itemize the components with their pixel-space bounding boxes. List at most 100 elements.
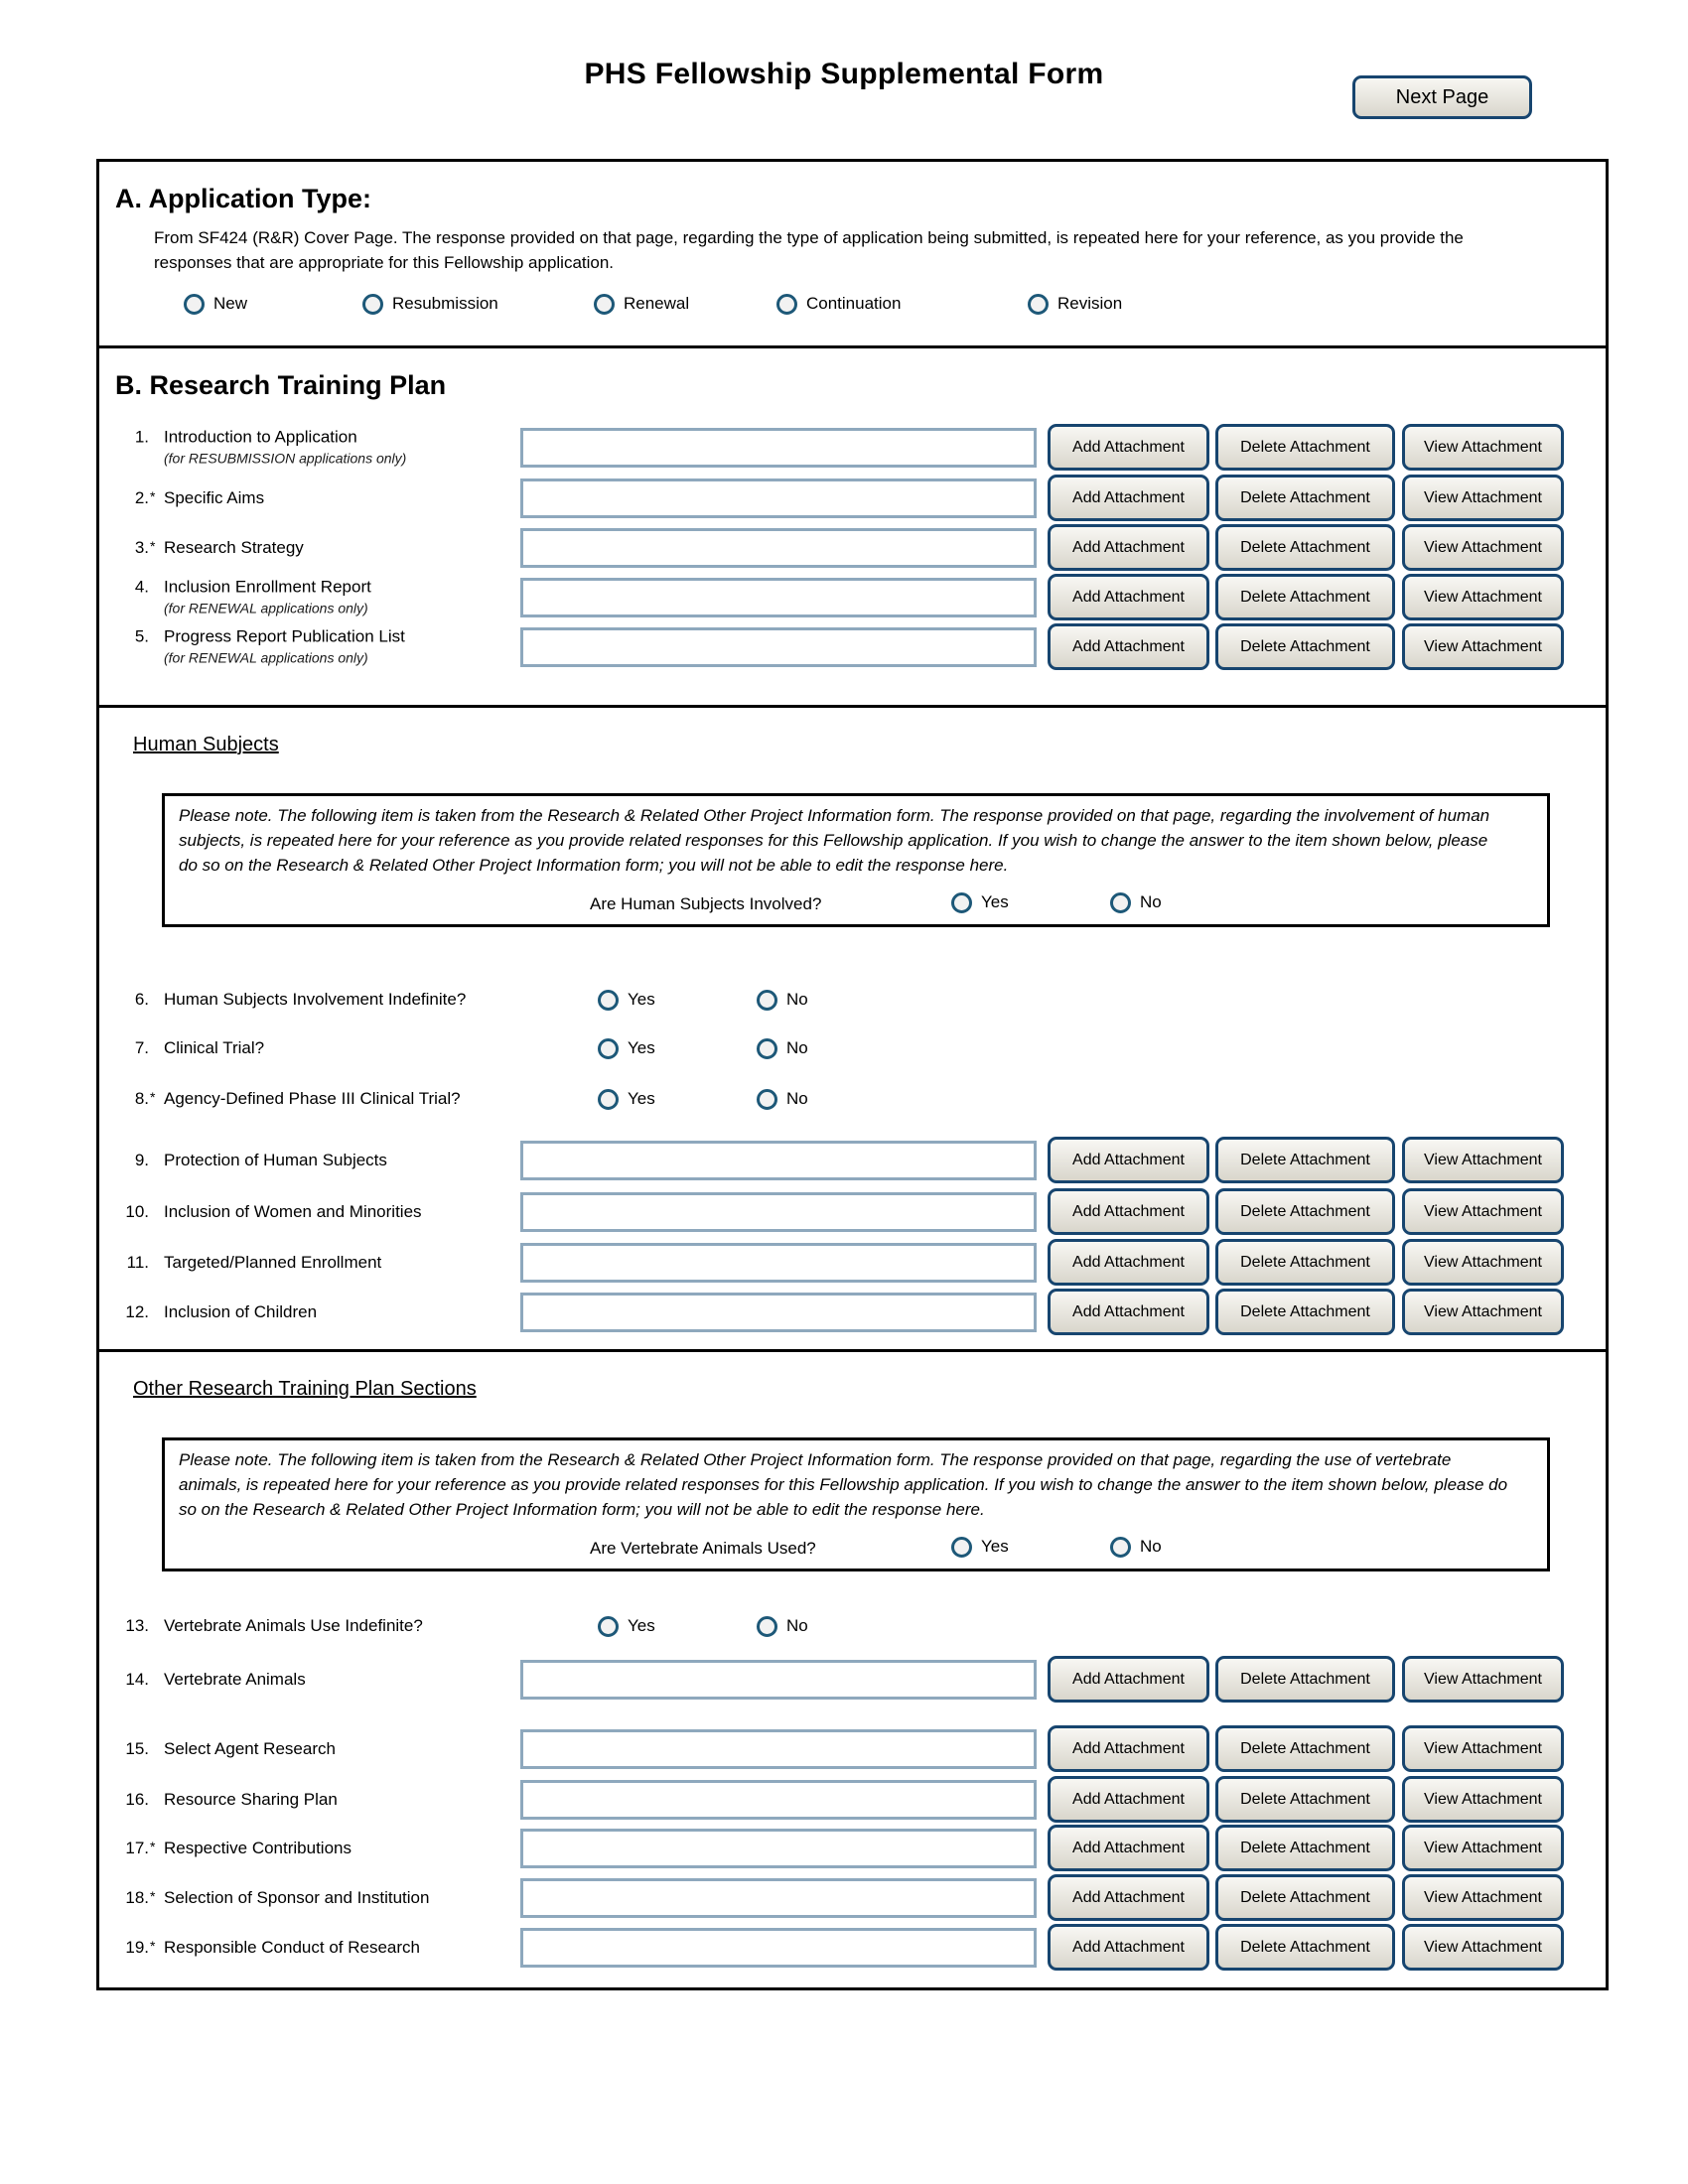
delete-attachment-button[interactable]: Delete Attachment	[1215, 424, 1395, 471]
view-attachment-button[interactable]: View Attachment	[1402, 1239, 1564, 1286]
add-attachment-button[interactable]: Add Attachment	[1048, 1776, 1209, 1823]
view-attachment-button[interactable]: View Attachment	[1402, 475, 1564, 521]
attachment-filename-input[interactable]	[520, 428, 1037, 468]
attachment-filename-input[interactable]	[520, 1829, 1037, 1868]
radio-yes[interactable]	[598, 1037, 619, 1059]
radio-no[interactable]	[757, 1088, 777, 1110]
item-label: Select Agent Research	[164, 1739, 336, 1758]
view-attachment-button[interactable]: View Attachment	[1402, 1656, 1564, 1703]
add-attachment-button[interactable]: Add Attachment	[1048, 1725, 1209, 1772]
view-attachment-button[interactable]: View Attachment	[1402, 424, 1564, 471]
attachment-filename-input[interactable]	[520, 1878, 1037, 1918]
attachment-filename-input[interactable]	[520, 1141, 1037, 1180]
radio-no[interactable]	[1110, 1536, 1131, 1558]
view-attachment-button[interactable]: View Attachment	[1402, 1924, 1564, 1971]
attachment-filename-input[interactable]	[520, 1928, 1037, 1968]
delete-attachment-button[interactable]: Delete Attachment	[1215, 1924, 1395, 1971]
view-attachment-button[interactable]: View Attachment	[1402, 623, 1564, 670]
view-attachment-button[interactable]: View Attachment	[1402, 1725, 1564, 1772]
app-type-label-resubmission: Resubmission	[392, 294, 498, 313]
app-type-option-new: New	[184, 289, 247, 319]
view-attachment-button[interactable]: View Attachment	[1402, 1874, 1564, 1921]
delete-attachment-button[interactable]: Delete Attachment	[1215, 623, 1395, 670]
attachment-filename-input[interactable]	[520, 1293, 1037, 1332]
view-attachment-button[interactable]: View Attachment	[1402, 1825, 1564, 1871]
next-page-button[interactable]: Next Page	[1352, 75, 1532, 119]
view-attachment-button[interactable]: View Attachment	[1402, 1188, 1564, 1235]
attachment-filename-input[interactable]	[520, 528, 1037, 568]
attachment-filename-input[interactable]	[520, 1780, 1037, 1820]
delete-attachment-button[interactable]: Delete Attachment	[1215, 574, 1395, 620]
required-asterisk: *	[150, 1839, 156, 1854]
radio-continuation[interactable]	[776, 293, 797, 315]
add-attachment-button[interactable]: Add Attachment	[1048, 1874, 1209, 1921]
item-label: Protection of Human Subjects	[164, 1151, 387, 1169]
radio-no[interactable]	[1110, 891, 1131, 913]
item-row-18: 18.* Selection of Sponsor and Institution…	[99, 1874, 1606, 1921]
item-label: Vertebrate Animals	[164, 1670, 306, 1689]
radio-revision[interactable]	[1028, 293, 1049, 315]
item-label-block: 8.* Agency-Defined Phase III Clinical Tri…	[107, 1089, 512, 1109]
radio-no[interactable]	[757, 1615, 777, 1637]
delete-attachment-button[interactable]: Delete Attachment	[1215, 1825, 1395, 1871]
radio-no-label: No	[1140, 892, 1162, 911]
delete-attachment-button[interactable]: Delete Attachment	[1215, 1776, 1395, 1823]
view-attachment-button[interactable]: View Attachment	[1402, 574, 1564, 620]
delete-attachment-button[interactable]: Delete Attachment	[1215, 524, 1395, 571]
radio-renewal[interactable]	[594, 293, 615, 315]
radio-yes[interactable]	[951, 1536, 972, 1558]
attachment-filename-input[interactable]	[520, 1729, 1037, 1769]
item-label-block: 4. Inclusion Enrollment Report (for RENEWA…	[107, 578, 512, 618]
radio-yes[interactable]	[951, 891, 972, 913]
radio-yes[interactable]	[598, 989, 619, 1011]
attachment-filename-input[interactable]	[520, 1243, 1037, 1283]
delete-attachment-button[interactable]: Delete Attachment	[1215, 1188, 1395, 1235]
add-attachment-button[interactable]: Add Attachment	[1048, 1137, 1209, 1183]
radio-new[interactable]	[184, 293, 205, 315]
attachment-filename-input[interactable]	[520, 578, 1037, 617]
add-attachment-button[interactable]: Add Attachment	[1048, 1924, 1209, 1971]
add-attachment-button[interactable]: Add Attachment	[1048, 524, 1209, 571]
delete-attachment-button[interactable]: Delete Attachment	[1215, 1874, 1395, 1921]
item-label-block: 10. Inclusion of Women and Minorities	[107, 1202, 512, 1222]
attachment-filename-input[interactable]	[520, 627, 1037, 667]
add-attachment-button[interactable]: Add Attachment	[1048, 475, 1209, 521]
add-attachment-button[interactable]: Add Attachment	[1048, 424, 1209, 471]
required-asterisk: *	[150, 1089, 156, 1105]
view-attachment-button[interactable]: View Attachment	[1402, 524, 1564, 571]
required-asterisk: *	[150, 1938, 156, 1954]
human-subjects-section: Human Subjects Please note. The followin…	[96, 705, 1609, 1352]
add-attachment-button[interactable]: Add Attachment	[1048, 1239, 1209, 1286]
add-attachment-button[interactable]: Add Attachment	[1048, 574, 1209, 620]
item-row-19: 19.* Responsible Conduct of Research Add …	[99, 1924, 1606, 1971]
add-attachment-button[interactable]: Add Attachment	[1048, 1289, 1209, 1335]
attachment-filename-input[interactable]	[520, 478, 1037, 518]
note-option-no: No	[1110, 887, 1162, 917]
attachment-filename-input[interactable]	[520, 1192, 1037, 1232]
question-row-6: 6. Human Subjects Involvement Indefinite?…	[99, 985, 1606, 1015]
view-attachment-button[interactable]: View Attachment	[1402, 1289, 1564, 1335]
radio-yes[interactable]	[598, 1088, 619, 1110]
radio-no[interactable]	[757, 989, 777, 1011]
view-attachment-button[interactable]: View Attachment	[1402, 1776, 1564, 1823]
attachment-filename-input[interactable]	[520, 1660, 1037, 1700]
item-number: 3.	[134, 538, 149, 557]
delete-attachment-button[interactable]: Delete Attachment	[1215, 1289, 1395, 1335]
note-option-no: No	[1110, 1532, 1162, 1562]
delete-attachment-button[interactable]: Delete Attachment	[1215, 1239, 1395, 1286]
delete-attachment-button[interactable]: Delete Attachment	[1215, 1656, 1395, 1703]
view-attachment-button[interactable]: View Attachment	[1402, 1137, 1564, 1183]
add-attachment-button[interactable]: Add Attachment	[1048, 1825, 1209, 1871]
item-label-block: 6. Human Subjects Involvement Indefinite?	[107, 990, 512, 1010]
radio-no[interactable]	[757, 1037, 777, 1059]
delete-attachment-button[interactable]: Delete Attachment	[1215, 475, 1395, 521]
delete-attachment-button[interactable]: Delete Attachment	[1215, 1137, 1395, 1183]
item-number: 2.	[134, 488, 149, 507]
add-attachment-button[interactable]: Add Attachment	[1048, 1188, 1209, 1235]
add-attachment-button[interactable]: Add Attachment	[1048, 1656, 1209, 1703]
add-attachment-button[interactable]: Add Attachment	[1048, 623, 1209, 670]
delete-attachment-button[interactable]: Delete Attachment	[1215, 1725, 1395, 1772]
radio-resubmission[interactable]	[362, 293, 383, 315]
radio-yes[interactable]	[598, 1615, 619, 1637]
item-label: Clinical Trial?	[164, 1038, 265, 1057]
